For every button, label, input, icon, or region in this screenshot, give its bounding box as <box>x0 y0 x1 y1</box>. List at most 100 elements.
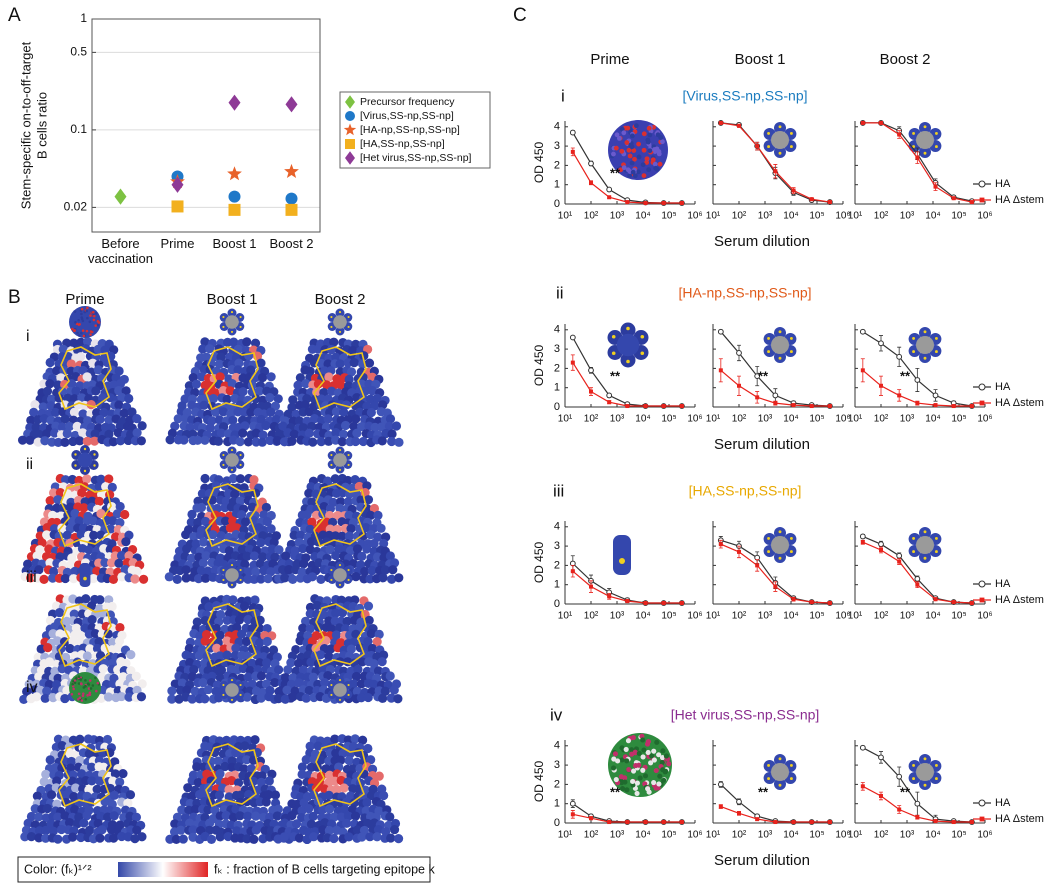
icon-spot <box>641 162 646 167</box>
x-tick-label: 10³ <box>900 414 915 425</box>
atom <box>181 565 190 574</box>
icon-spot <box>645 786 650 791</box>
colorbar-description: fₖ : fraction of B cells targeting epito… <box>214 862 435 876</box>
atom <box>393 694 402 703</box>
atom <box>257 694 266 703</box>
column-title: Boost 2 <box>880 51 931 68</box>
atom <box>325 804 334 813</box>
data-point <box>680 820 684 824</box>
data-point <box>934 597 938 601</box>
x-tick-label: 10⁵ <box>809 611 824 622</box>
atom <box>76 352 85 361</box>
icon-spot <box>93 315 96 318</box>
icon-spot <box>624 140 629 145</box>
data-point <box>589 816 593 820</box>
atom <box>271 790 280 799</box>
data-point <box>662 404 666 408</box>
icon-dot <box>912 337 915 340</box>
data-point <box>915 583 919 587</box>
atom <box>110 791 119 800</box>
atom <box>126 790 135 799</box>
atom <box>137 436 146 445</box>
icon-dot <box>912 764 915 767</box>
icon-spot <box>664 753 669 758</box>
atom <box>324 791 333 800</box>
data-point <box>625 820 629 824</box>
data-point <box>229 204 241 216</box>
row-numeral: ii <box>556 283 564 302</box>
atom <box>308 572 317 581</box>
legend-label: Precursor frequency <box>360 96 455 108</box>
icon-dot <box>924 330 927 333</box>
y-tick-label: 0.1 <box>70 122 87 136</box>
atom <box>388 565 397 574</box>
icon-dot <box>84 470 86 472</box>
atom <box>262 797 271 806</box>
icon-dot <box>83 577 87 581</box>
icon-dot <box>924 125 927 128</box>
row-numeral: iii <box>553 481 564 500</box>
icon-dot <box>239 684 241 686</box>
x-tick-label: 10⁵ <box>809 830 824 841</box>
colorbar <box>118 862 208 877</box>
icon-dot <box>935 350 938 353</box>
icon-dot <box>231 699 233 701</box>
data-point <box>915 156 919 160</box>
atom <box>75 735 84 744</box>
atom <box>41 694 50 703</box>
row-numeral: i <box>561 86 565 105</box>
icon-dot <box>924 530 927 533</box>
atom <box>241 517 250 526</box>
x-tick-label: 10¹ <box>706 414 721 425</box>
data-point <box>755 395 759 399</box>
atom <box>79 818 88 827</box>
legend-marker <box>980 598 985 603</box>
icon-dot <box>626 327 630 331</box>
significance: ** <box>900 784 911 799</box>
icon-dot <box>347 464 349 466</box>
icon-dot <box>912 132 915 135</box>
x-tick-label: 10⁴ <box>635 211 650 222</box>
y-tick-label: 2 <box>554 362 560 374</box>
data-point <box>607 820 611 824</box>
x-tick-label-box: Boost 2 <box>252 236 332 276</box>
icon-core <box>225 568 239 582</box>
data-point <box>897 807 901 811</box>
atom <box>110 811 119 820</box>
icon-dot <box>339 331 341 333</box>
atom <box>251 811 260 820</box>
atom <box>378 573 387 582</box>
atom <box>267 372 276 381</box>
icon-spot <box>646 167 651 172</box>
y-tick-label: 4 <box>554 740 560 752</box>
atom <box>165 435 174 444</box>
y-tick-label: 2 <box>554 159 560 171</box>
x-tick-label: 10¹ <box>558 611 573 622</box>
x-tick-label: 10³ <box>610 830 625 841</box>
icon-spot <box>619 774 624 779</box>
icon-dot <box>612 351 616 355</box>
x-tick-label: 10³ <box>758 414 773 425</box>
atom <box>324 372 333 381</box>
atom <box>43 387 52 396</box>
legend-label: HA <box>995 381 1011 393</box>
x-tick-label: 10³ <box>900 211 915 222</box>
icon-spot <box>630 133 635 138</box>
data-point <box>589 390 593 394</box>
atom <box>316 575 325 584</box>
icon-trimer <box>80 563 91 587</box>
data-point <box>934 185 938 189</box>
icon-spot <box>614 146 619 151</box>
icon-spot <box>80 332 83 335</box>
atom <box>367 629 376 638</box>
y-tick-label: 0 <box>554 598 560 610</box>
icon-spot <box>89 691 92 694</box>
icon-dot <box>222 316 224 318</box>
icon-spot <box>78 692 81 695</box>
x-tick-label: 10⁴ <box>925 414 940 425</box>
atom <box>351 572 360 581</box>
y-tick-label: 0 <box>554 817 560 829</box>
x-tick-label: 10⁵ <box>809 414 824 425</box>
icon-spot <box>645 156 650 161</box>
